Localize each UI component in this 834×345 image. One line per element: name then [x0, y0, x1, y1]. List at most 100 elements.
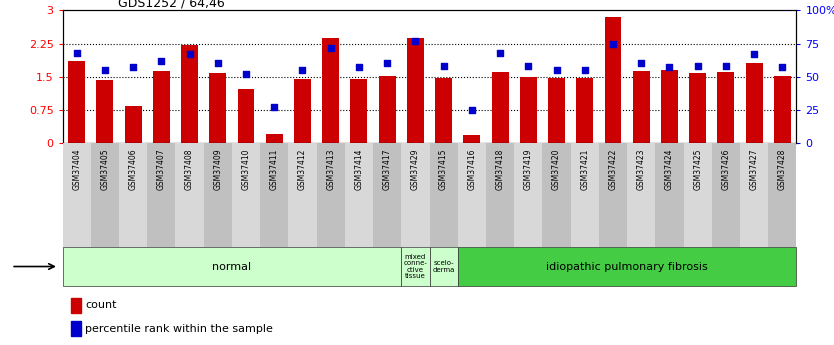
Bar	[458, 143, 486, 247]
Point	[380, 61, 394, 66]
Bar	[350, 79, 368, 143]
Bar	[68, 61, 85, 143]
Bar	[124, 106, 142, 143]
Point	[521, 63, 535, 69]
Bar	[435, 78, 452, 143]
Bar	[91, 143, 119, 247]
Bar	[768, 143, 796, 247]
Text: GSM37405: GSM37405	[100, 148, 109, 190]
Point	[578, 67, 591, 73]
Bar	[520, 77, 537, 143]
Point	[70, 50, 83, 56]
Bar	[63, 143, 91, 247]
Bar	[627, 143, 656, 247]
Bar	[711, 143, 740, 247]
Bar	[153, 71, 170, 143]
Point	[211, 61, 224, 66]
Text: GSM37424: GSM37424	[665, 148, 674, 190]
Bar	[266, 134, 283, 143]
Bar	[570, 143, 599, 247]
Text: GSM37417: GSM37417	[383, 148, 392, 190]
Point	[550, 67, 563, 73]
Text: GSM37415: GSM37415	[440, 148, 448, 190]
Bar	[633, 71, 650, 143]
Bar	[430, 247, 458, 286]
Text: mixed
conne-
ctive
tissue: mixed conne- ctive tissue	[404, 254, 427, 279]
Bar	[717, 72, 735, 143]
Bar	[684, 143, 711, 247]
Bar	[464, 135, 480, 143]
Bar	[232, 143, 260, 247]
Text: GSM37406: GSM37406	[128, 148, 138, 190]
Point	[98, 67, 112, 73]
Point	[154, 58, 168, 63]
Point	[691, 63, 705, 69]
Bar	[289, 143, 317, 247]
Bar	[661, 70, 678, 143]
Point	[606, 41, 620, 46]
Bar	[774, 76, 791, 143]
Bar	[515, 143, 542, 247]
Bar	[605, 17, 621, 143]
Point	[127, 65, 140, 70]
Bar	[542, 143, 570, 247]
Text: GSM37426: GSM37426	[721, 148, 731, 190]
Text: idiopathic pulmonary fibrosis: idiopathic pulmonary fibrosis	[546, 262, 708, 272]
Bar	[294, 79, 311, 143]
Point	[268, 105, 281, 110]
Bar	[203, 143, 232, 247]
Bar	[148, 143, 175, 247]
Text: GSM37416: GSM37416	[467, 148, 476, 190]
Point	[409, 38, 422, 44]
Text: count: count	[85, 300, 117, 310]
Point	[437, 63, 450, 69]
Text: GSM37418: GSM37418	[495, 148, 505, 190]
Bar	[71, 321, 81, 336]
Text: normal: normal	[213, 262, 252, 272]
Bar	[119, 143, 148, 247]
Point	[352, 65, 365, 70]
Text: GSM37429: GSM37429	[411, 148, 420, 190]
Bar	[656, 143, 684, 247]
Bar	[491, 72, 509, 143]
Point	[776, 65, 789, 70]
Point	[635, 61, 648, 66]
Bar	[322, 38, 339, 143]
Bar	[317, 143, 344, 247]
Bar	[401, 143, 430, 247]
Bar	[181, 45, 198, 143]
Text: GSM37425: GSM37425	[693, 148, 702, 190]
Text: GSM37409: GSM37409	[214, 148, 223, 190]
Point	[719, 63, 732, 69]
Bar	[260, 143, 289, 247]
Bar	[746, 63, 762, 143]
Point	[296, 67, 309, 73]
Point	[747, 51, 761, 57]
Text: GSM37419: GSM37419	[524, 148, 533, 190]
Bar	[71, 297, 81, 313]
Bar	[401, 247, 430, 286]
Point	[324, 45, 338, 50]
Bar	[430, 143, 458, 247]
Text: GSM37408: GSM37408	[185, 148, 194, 190]
Text: GSM37422: GSM37422	[609, 148, 617, 190]
Text: GSM37428: GSM37428	[778, 148, 786, 190]
Bar	[740, 143, 768, 247]
Point	[239, 71, 253, 77]
Text: GSM37427: GSM37427	[750, 148, 759, 190]
Bar	[486, 143, 515, 247]
Bar	[209, 73, 226, 143]
Text: GSM37414: GSM37414	[354, 148, 364, 190]
Bar	[379, 76, 395, 143]
Text: GSM37410: GSM37410	[242, 148, 250, 190]
Bar	[373, 143, 401, 247]
Point	[663, 65, 676, 70]
Point	[183, 51, 196, 57]
Text: GSM37412: GSM37412	[298, 148, 307, 190]
Text: GDS1252 / 64,46: GDS1252 / 64,46	[118, 0, 224, 9]
Bar	[97, 80, 113, 143]
Bar	[175, 143, 203, 247]
Text: GSM37420: GSM37420	[552, 148, 561, 190]
Text: GSM37413: GSM37413	[326, 148, 335, 190]
Text: GSM37404: GSM37404	[73, 148, 81, 190]
